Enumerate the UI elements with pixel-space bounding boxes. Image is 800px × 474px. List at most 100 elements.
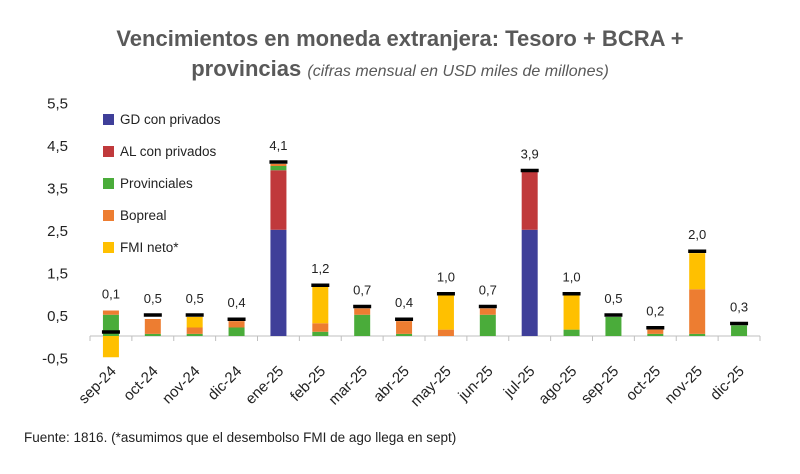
total-label: 2,0 <box>688 227 706 242</box>
bar-segment <box>354 314 371 336</box>
chart-title: Vencimientos en moneda extranjera: Tesor… <box>0 24 800 87</box>
x-tick-label: ago-25 <box>535 363 580 408</box>
bar-segment <box>312 285 329 324</box>
total-marker <box>311 283 330 287</box>
total-marker <box>227 317 246 321</box>
chart-title-main: Vencimientos en moneda extranjera: Tesor… <box>116 26 684 51</box>
total-label: 0,4 <box>228 295 246 310</box>
total-marker <box>646 326 665 330</box>
total-marker <box>730 321 749 326</box>
bar-segment <box>689 253 706 290</box>
total-label: 0,5 <box>144 291 162 306</box>
x-tick-label: ene-25 <box>242 363 287 408</box>
x-tick-label: feb-25 <box>287 363 329 405</box>
bar-segment <box>354 308 371 315</box>
total-marker <box>143 313 162 317</box>
x-tick-label: jul-25 <box>500 363 539 402</box>
chart-title-line2: provincias (cifras mensual en USD miles … <box>0 54 800 87</box>
x-tick-label: abr-25 <box>370 363 413 406</box>
total-marker <box>185 313 204 317</box>
bar-segment <box>186 327 203 334</box>
bar-segment <box>144 319 161 334</box>
x-tick-label: may-25 <box>407 363 454 410</box>
y-tick-label: 3,5 <box>47 180 68 197</box>
x-tick-label: jun-25 <box>454 363 496 405</box>
x-tick-label: oct-25 <box>623 363 665 405</box>
total-label: 1,0 <box>437 270 455 285</box>
chart-title-provincias: provincias <box>191 56 302 81</box>
x-tick-label: dic-25 <box>707 363 748 404</box>
total-marker <box>353 304 372 309</box>
total-marker <box>269 160 288 164</box>
bar-segment <box>437 293 454 330</box>
bar-segment <box>689 333 706 336</box>
total-marker <box>478 304 497 309</box>
bar-segment <box>563 329 580 336</box>
x-tick-label: sep-25 <box>578 363 622 407</box>
x-tick-label: mar-25 <box>325 363 371 409</box>
bar-segment <box>270 170 287 230</box>
total-marker <box>520 168 539 173</box>
legend-label: Provinciales <box>120 176 193 191</box>
bar-segment <box>437 329 454 336</box>
x-tick-label: nov-25 <box>662 363 706 407</box>
total-label: 0,4 <box>395 295 413 310</box>
x-tick-label: dic-24 <box>204 363 245 404</box>
bar-segment <box>521 170 538 230</box>
y-tick-label: 4,5 <box>47 138 68 155</box>
y-tick-label: -0,5 <box>42 350 68 367</box>
total-label: 0,2 <box>646 304 664 319</box>
bar-segment <box>396 321 413 334</box>
y-tick-label: 1,5 <box>47 265 68 282</box>
total-label: 3,9 <box>521 146 539 161</box>
legend-label: AL con privados <box>120 144 217 159</box>
total-marker <box>562 292 581 296</box>
legend-label: FMI neto* <box>120 240 179 255</box>
legend-swatch <box>103 178 114 189</box>
bar-segment <box>689 289 706 334</box>
legend-swatch <box>103 114 114 125</box>
bar-segment <box>396 333 413 336</box>
bar-segment <box>479 314 496 336</box>
legend-label: Bopreal <box>120 208 167 223</box>
bar-segment <box>312 331 329 336</box>
x-tick-label: sep-24 <box>75 363 119 407</box>
bar-segment <box>312 323 329 332</box>
bar-segment <box>647 333 664 336</box>
total-label: 0,1 <box>102 287 120 302</box>
bar-segment <box>605 316 622 336</box>
legend-swatch <box>103 242 114 253</box>
bar-segment <box>563 293 580 330</box>
bar-segment <box>731 325 748 336</box>
bar-segment <box>479 308 496 315</box>
y-tick-label: 0,5 <box>47 308 68 325</box>
bar-segment <box>521 229 538 336</box>
y-tick-label: 2,5 <box>47 223 68 240</box>
total-label: 0,7 <box>479 282 497 297</box>
legend-label: GD con privados <box>120 112 221 127</box>
source-note: Fuente: 1816. (*asumimos que el desembol… <box>24 430 457 445</box>
total-marker <box>688 249 707 253</box>
bar-segment <box>228 327 245 336</box>
x-tick-label: oct-24 <box>120 363 162 405</box>
bar-segment <box>228 321 245 328</box>
bar-segment <box>186 333 203 336</box>
bar-segment <box>186 316 203 328</box>
total-label: 0,7 <box>353 282 371 297</box>
bar-segment <box>270 229 287 336</box>
bar-segment <box>270 163 287 166</box>
total-marker <box>101 330 120 334</box>
total-label: 1,0 <box>563 270 581 285</box>
bar-segment <box>647 329 664 334</box>
bar-segment <box>102 336 119 358</box>
total-label: 4,1 <box>269 138 287 153</box>
legend-swatch <box>103 146 114 157</box>
chart-subtitle: (cifras mensual en USD miles de millones… <box>307 63 609 80</box>
total-marker <box>395 317 414 321</box>
total-label: 0,5 <box>604 291 622 306</box>
total-label: 0,3 <box>730 299 748 314</box>
bar-segment <box>270 166 287 171</box>
bar-segment <box>144 333 161 336</box>
legend-swatch <box>103 210 114 221</box>
